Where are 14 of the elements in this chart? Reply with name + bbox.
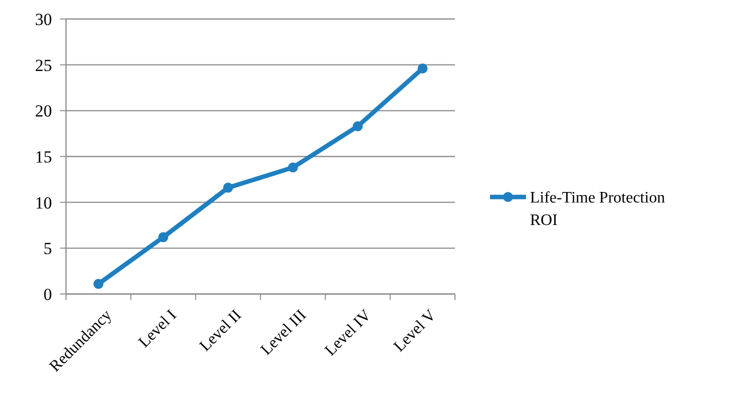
point xyxy=(288,162,298,172)
point xyxy=(158,232,168,242)
point xyxy=(418,64,428,74)
y-tick-label: 0 xyxy=(44,284,52,304)
y-tick-label: 20 xyxy=(35,102,52,121)
y-tick-label: 30 xyxy=(35,10,52,29)
y-tick-label: 15 xyxy=(35,147,52,166)
point xyxy=(352,121,363,132)
y-tick-label: 5 xyxy=(44,239,52,258)
y-tick-label: 25 xyxy=(35,56,52,75)
point xyxy=(93,278,104,289)
point xyxy=(223,182,234,193)
legend-label: Life-Time Protection ROI xyxy=(530,190,665,229)
y-tick-label: 10 xyxy=(35,193,52,212)
